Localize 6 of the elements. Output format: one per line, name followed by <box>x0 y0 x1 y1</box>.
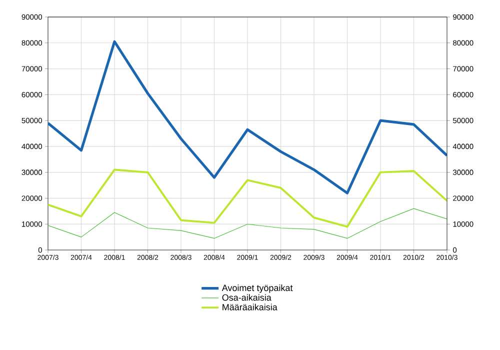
legend-label: Osa-aikaisia <box>222 294 272 301</box>
legend-label: Määräaikaisia <box>222 304 278 310</box>
line-series <box>48 40 448 194</box>
line-series <box>48 208 448 239</box>
line-series <box>48 168 448 228</box>
legend-label: Avoimet työpaikat <box>222 284 293 293</box>
